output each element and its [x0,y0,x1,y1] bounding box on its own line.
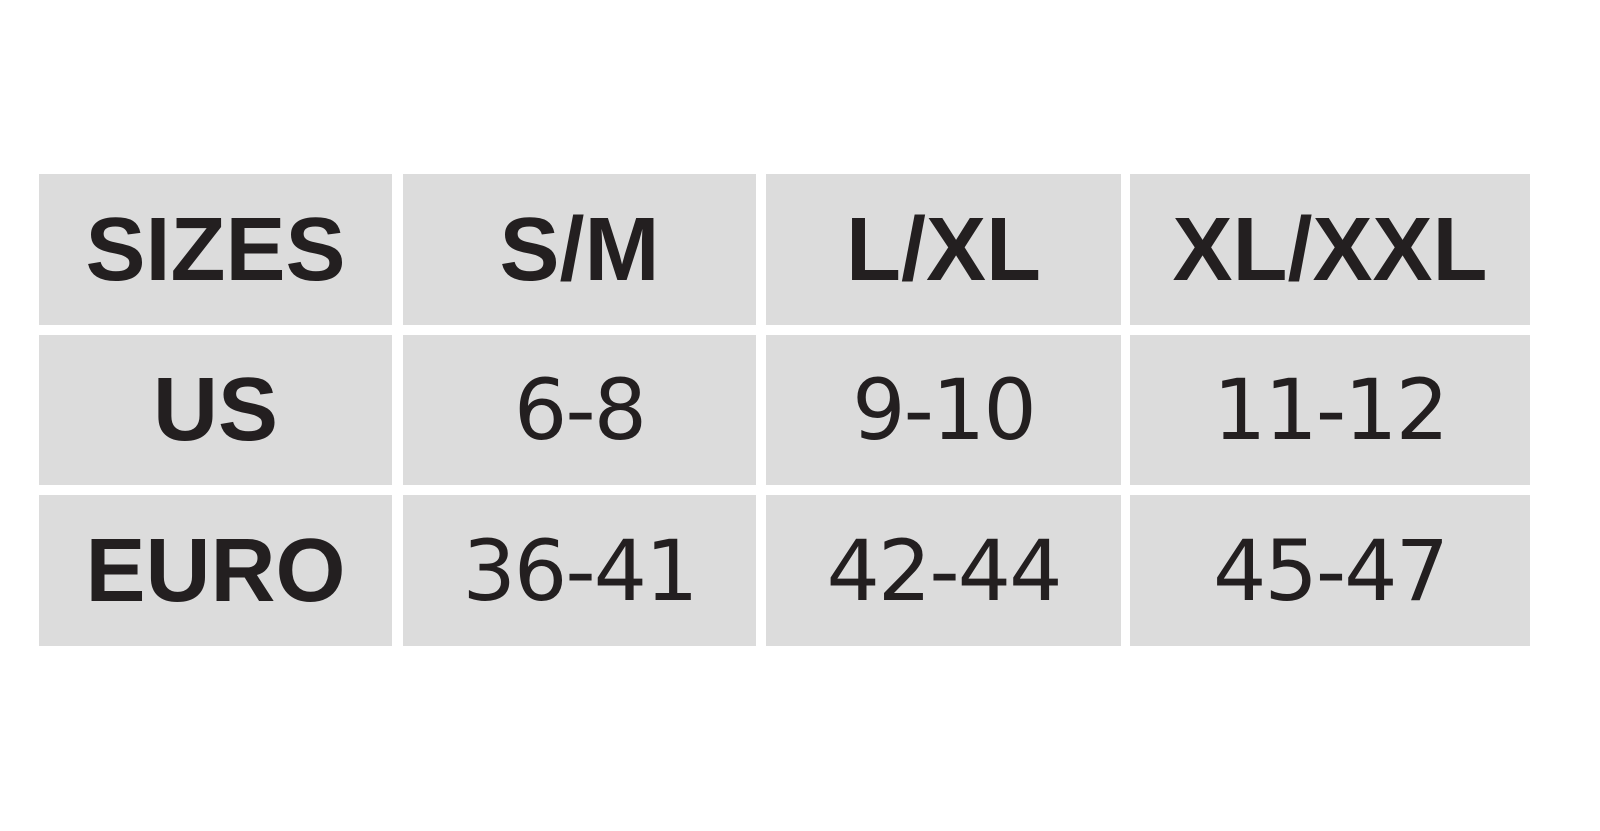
table-cell: 36-41 [403,495,756,646]
table-cell: 11-12 [1130,335,1530,485]
table-cell: 42-44 [766,495,1121,646]
row-label-euro: EURO [39,495,392,646]
header-cell-sizes: SIZES [39,174,392,325]
table-cell: 9-10 [766,335,1121,485]
table-cell: 45-47 [1130,495,1530,646]
header-cell-lxl: L/XL [766,174,1121,325]
header-cell-sm: S/M [403,174,756,325]
header-cell-xlxxl: XL/XXL [1130,174,1530,325]
row-label-us: US [39,335,392,485]
table-cell: 6-8 [403,335,756,485]
